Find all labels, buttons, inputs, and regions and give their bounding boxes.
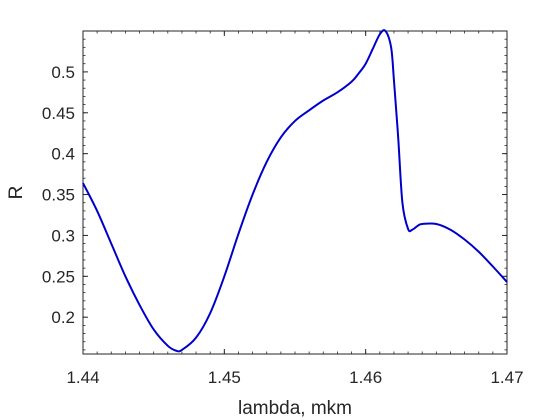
y-tick-label: 0.2 xyxy=(51,308,75,327)
y-tick-label: 0.3 xyxy=(51,226,75,245)
minor-ticks xyxy=(82,30,508,354)
major-ticks xyxy=(82,31,508,354)
y-tick-label: 0.35 xyxy=(42,186,75,205)
y-tick-label: 0.4 xyxy=(51,145,75,164)
series-line xyxy=(82,29,508,353)
y-tick-labels: 0.2 0.25 0.3 0.35 0.4 0.45 0.5 xyxy=(42,63,75,327)
y-tick-label: 0.25 xyxy=(42,267,75,286)
y-tick-label: 0.45 xyxy=(42,104,75,123)
x-tick-label: 1.47 xyxy=(490,368,523,387)
x-tick-label: 1.46 xyxy=(349,368,382,387)
x-tick-label: 1.45 xyxy=(208,368,241,387)
plot-area xyxy=(82,29,508,355)
x-axis-label: lambda, mkm xyxy=(238,398,352,419)
x-tick-label: 1.44 xyxy=(66,368,99,387)
y-axis-label: R xyxy=(6,186,27,200)
x-tick-labels: 1.44 1.45 1.46 1.47 xyxy=(66,368,523,387)
plot-frame xyxy=(82,30,508,355)
y-tick-label: 0.5 xyxy=(51,63,75,82)
